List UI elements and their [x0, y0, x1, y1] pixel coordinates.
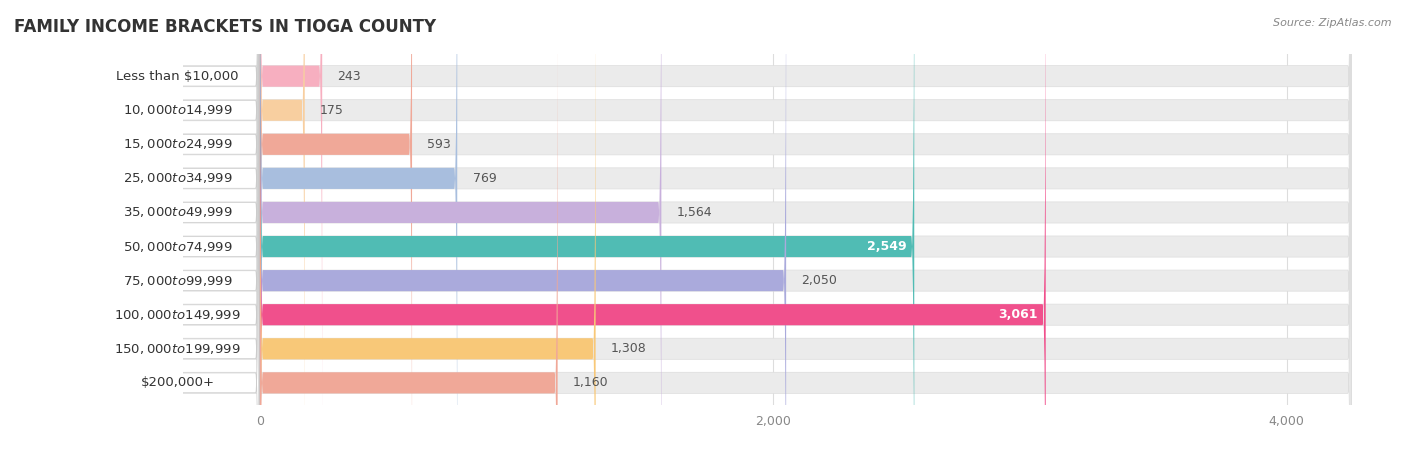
FancyBboxPatch shape	[97, 0, 259, 450]
FancyBboxPatch shape	[96, 0, 1351, 450]
Text: $50,000 to $74,999: $50,000 to $74,999	[122, 239, 232, 253]
FancyBboxPatch shape	[96, 0, 1351, 450]
Text: 243: 243	[337, 70, 361, 83]
FancyBboxPatch shape	[96, 0, 1351, 450]
Text: Source: ZipAtlas.com: Source: ZipAtlas.com	[1274, 18, 1392, 28]
FancyBboxPatch shape	[260, 0, 558, 450]
FancyBboxPatch shape	[260, 0, 786, 450]
FancyBboxPatch shape	[96, 0, 1351, 450]
Text: $25,000 to $34,999: $25,000 to $34,999	[122, 171, 232, 185]
FancyBboxPatch shape	[97, 0, 259, 450]
Text: $150,000 to $199,999: $150,000 to $199,999	[114, 342, 240, 356]
Text: Less than $10,000: Less than $10,000	[117, 70, 239, 83]
Text: FAMILY INCOME BRACKETS IN TIOGA COUNTY: FAMILY INCOME BRACKETS IN TIOGA COUNTY	[14, 18, 436, 36]
Text: 2,549: 2,549	[868, 240, 907, 253]
FancyBboxPatch shape	[260, 0, 914, 450]
FancyBboxPatch shape	[97, 0, 259, 450]
FancyBboxPatch shape	[97, 0, 259, 450]
FancyBboxPatch shape	[96, 0, 1351, 450]
FancyBboxPatch shape	[96, 0, 1351, 450]
FancyBboxPatch shape	[260, 0, 596, 450]
FancyBboxPatch shape	[97, 0, 259, 450]
Text: 3,061: 3,061	[998, 308, 1038, 321]
Text: $15,000 to $24,999: $15,000 to $24,999	[122, 137, 232, 151]
FancyBboxPatch shape	[260, 0, 661, 450]
FancyBboxPatch shape	[97, 0, 259, 450]
Text: 593: 593	[427, 138, 451, 151]
FancyBboxPatch shape	[97, 0, 259, 450]
Text: $200,000+: $200,000+	[141, 376, 215, 389]
Text: $10,000 to $14,999: $10,000 to $14,999	[122, 103, 232, 117]
FancyBboxPatch shape	[97, 0, 259, 450]
FancyBboxPatch shape	[260, 0, 305, 450]
FancyBboxPatch shape	[97, 0, 259, 450]
Text: 175: 175	[321, 104, 344, 117]
Text: 2,050: 2,050	[801, 274, 838, 287]
FancyBboxPatch shape	[96, 0, 1351, 450]
FancyBboxPatch shape	[260, 0, 1046, 450]
FancyBboxPatch shape	[260, 0, 457, 450]
Text: $75,000 to $99,999: $75,000 to $99,999	[122, 274, 232, 288]
FancyBboxPatch shape	[97, 0, 259, 450]
Text: 1,564: 1,564	[676, 206, 713, 219]
FancyBboxPatch shape	[260, 0, 322, 450]
Text: 769: 769	[472, 172, 496, 185]
FancyBboxPatch shape	[96, 0, 1351, 450]
FancyBboxPatch shape	[96, 0, 1351, 450]
FancyBboxPatch shape	[96, 0, 1351, 450]
Text: $100,000 to $149,999: $100,000 to $149,999	[114, 308, 240, 322]
Text: 1,160: 1,160	[574, 376, 609, 389]
FancyBboxPatch shape	[260, 0, 412, 450]
Text: $35,000 to $49,999: $35,000 to $49,999	[122, 206, 232, 220]
Text: 1,308: 1,308	[612, 342, 647, 355]
